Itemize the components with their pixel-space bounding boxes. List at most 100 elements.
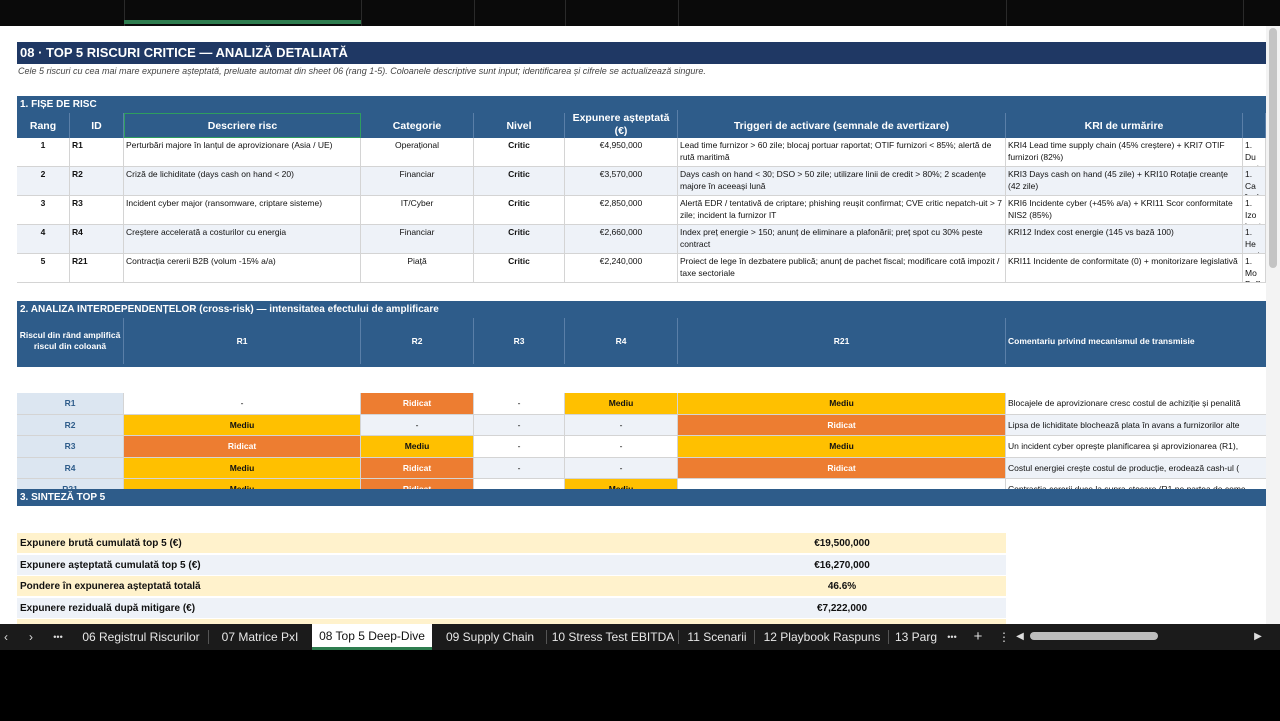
tab-overflow-right-icon[interactable]: •••: [947, 632, 957, 642]
header-masuri[interactable]: [1243, 113, 1266, 138]
risk-kri-cell[interactable]: KRI3 Days cash on hand (45 zile) + KRI10…: [1006, 167, 1243, 196]
risk-id-cell[interactable]: R2: [70, 167, 124, 196]
risk-exp-cell[interactable]: €2,660,000: [565, 225, 678, 254]
risk-rang-cell[interactable]: 2: [17, 167, 70, 196]
sheet-tab[interactable]: 12 Playbook Raspuns: [763, 630, 881, 644]
header-descriere-risc[interactable]: Descriere risc: [124, 113, 361, 138]
matrix-comment[interactable]: Blocajele de aprovizionare cresc costul …: [1006, 393, 1266, 415]
risk-extra-cell[interactable]: 1. He preț: [1243, 225, 1266, 254]
matrix-cell[interactable]: -: [565, 457, 678, 479]
risk-kri-cell[interactable]: KRI11 Incidente de conformitate (0) + mo…: [1006, 254, 1243, 283]
matrix-cell[interactable]: -: [474, 436, 565, 458]
matrix-cell[interactable]: Mediu: [124, 414, 361, 436]
risk-nivel-cell[interactable]: Critic: [474, 167, 565, 196]
header-id[interactable]: ID: [70, 113, 124, 138]
risk-rang-cell[interactable]: 1: [17, 138, 70, 167]
matrix-cell[interactable]: Mediu: [678, 393, 1006, 415]
risk-exp-cell[interactable]: €2,850,000: [565, 196, 678, 225]
header-rang[interactable]: Rang: [17, 113, 70, 138]
risk-nivel-cell[interactable]: Critic: [474, 254, 565, 283]
summary-value[interactable]: €16,270,000: [678, 554, 1006, 576]
header-kri[interactable]: KRI de urmărire: [1006, 113, 1243, 138]
horizontal-scroll-thumb[interactable]: [1030, 632, 1158, 640]
risk-rang-cell[interactable]: 4: [17, 225, 70, 254]
matrix-col-r1[interactable]: R1: [124, 318, 361, 364]
risk-rang-cell[interactable]: 5: [17, 254, 70, 283]
matrix-comment[interactable]: Un incident cyber oprește planificarea ș…: [1006, 436, 1266, 458]
risk-cat-cell[interactable]: Financiar: [361, 167, 474, 196]
matrix-cell[interactable]: Mediu: [361, 436, 474, 458]
summary-value[interactable]: €7,222,000: [678, 597, 1006, 619]
risk-kri-cell[interactable]: KRI12 Index cost energie (145 vs bază 10…: [1006, 225, 1243, 254]
risk-exp-cell[interactable]: €4,950,000: [565, 138, 678, 167]
matrix-cell[interactable]: Mediu: [678, 436, 1006, 458]
risk-id-cell[interactable]: R21: [70, 254, 124, 283]
risk-desc-cell[interactable]: Contracția cererii B2B (volum -15% a/a): [124, 254, 361, 283]
risk-id-cell[interactable]: R1: [70, 138, 124, 167]
header-categorie[interactable]: Categorie: [361, 113, 474, 138]
matrix-col-r2[interactable]: R2: [361, 318, 474, 364]
matrix-cell[interactable]: -: [124, 393, 361, 415]
risk-trig-cell[interactable]: Proiect de lege în dezbatere publică; an…: [678, 254, 1006, 283]
matrix-cell[interactable]: Mediu: [124, 457, 361, 479]
sheet-tab[interactable]: 07 Matrice PxI: [221, 630, 299, 644]
sheet-tab[interactable]: 08 Top 5 Deep-Dive: [312, 624, 432, 650]
risk-rang-cell[interactable]: 3: [17, 196, 70, 225]
tab-prev-icon[interactable]: ‹: [4, 630, 8, 644]
summary-value[interactable]: 55.6%: [678, 619, 1006, 624]
header-triggeri[interactable]: Triggeri de activare (semnale de avertiz…: [678, 113, 1006, 138]
risk-cat-cell[interactable]: IT/Cyber: [361, 196, 474, 225]
risk-cat-cell[interactable]: Operațional: [361, 138, 474, 167]
matrix-cell[interactable]: -: [474, 457, 565, 479]
matrix-cell[interactable]: -: [361, 414, 474, 436]
matrix-col-r4[interactable]: R4: [565, 318, 678, 364]
sheet-options-icon[interactable]: ⋮: [998, 630, 1010, 644]
risk-trig-cell[interactable]: Index preț energie > 150; anunț de elimi…: [678, 225, 1006, 254]
risk-trig-cell[interactable]: Alertă EDR / tentativă de criptare; phis…: [678, 196, 1006, 225]
risk-nivel-cell[interactable]: Critic: [474, 225, 565, 254]
add-sheet-icon[interactable]: +: [973, 628, 983, 645]
sheet-tab[interactable]: 11 Scenarii: [687, 630, 747, 644]
risk-id-cell[interactable]: R3: [70, 196, 124, 225]
matrix-cell[interactable]: -: [474, 393, 565, 415]
tab-next-icon[interactable]: ›: [29, 630, 33, 644]
matrix-cell[interactable]: Ridicat: [361, 457, 474, 479]
matrix-cell[interactable]: Mediu: [565, 393, 678, 415]
risk-exp-cell[interactable]: €2,240,000: [565, 254, 678, 283]
matrix-cell[interactable]: Ridicat: [361, 393, 474, 415]
risk-nivel-cell[interactable]: Critic: [474, 138, 565, 167]
matrix-cell[interactable]: Ridicat: [678, 457, 1006, 479]
sheet-tab[interactable]: 06 Registrul Riscurilor: [82, 630, 200, 644]
matrix-col-r3[interactable]: R3: [474, 318, 565, 364]
risk-extra-cell[interactable]: 1. Izo imut: [1243, 196, 1266, 225]
worksheet-grid[interactable]: 08 · TOP 5 RISCURI CRITICE — ANALIZĂ DET…: [0, 26, 1266, 624]
summary-value[interactable]: €19,500,000: [678, 533, 1006, 554]
risk-extra-cell[interactable]: 1. Mo Buffe: [1243, 254, 1266, 283]
risk-cat-cell[interactable]: Piață: [361, 254, 474, 283]
matrix-cell[interactable]: -: [474, 414, 565, 436]
hscroll-right-icon[interactable]: ▶: [1254, 631, 1262, 642]
risk-extra-cell[interactable]: 1. Du mate: [1243, 138, 1266, 167]
vertical-scroll-thumb[interactable]: [1269, 28, 1277, 268]
matrix-cell[interactable]: -: [565, 436, 678, 458]
sheet-tab[interactable]: 09 Supply Chain: [445, 630, 535, 644]
summary-value[interactable]: 46.6%: [678, 576, 1006, 597]
header-nivel[interactable]: Nivel: [474, 113, 565, 138]
sheet-tab[interactable]: 13 Parg: [894, 630, 938, 644]
matrix-cell[interactable]: Ridicat: [678, 414, 1006, 436]
matrix-comment[interactable]: Lipsa de lichiditate blochează plata în …: [1006, 414, 1266, 436]
hscroll-left-icon[interactable]: ◀: [1016, 631, 1024, 642]
matrix-cell[interactable]: Ridicat: [124, 436, 361, 458]
risk-desc-cell[interactable]: Incident cyber major (ransomware, cripta…: [124, 196, 361, 225]
risk-kri-cell[interactable]: KRI6 Incidente cyber (+45% a/a) + KRI11 …: [1006, 196, 1243, 225]
risk-nivel-cell[interactable]: Critic: [474, 196, 565, 225]
matrix-cell[interactable]: -: [565, 414, 678, 436]
tab-overflow-icon[interactable]: •••: [53, 632, 63, 642]
risk-kri-cell[interactable]: KRI4 Lead time supply chain (45% creșter…: [1006, 138, 1243, 167]
matrix-col-r21[interactable]: R21: [678, 318, 1006, 364]
risk-trig-cell[interactable]: Days cash on hand < 30; DSO > 50 zile; u…: [678, 167, 1006, 196]
risk-id-cell[interactable]: R4: [70, 225, 124, 254]
risk-desc-cell[interactable]: Creștere accelerată a costurilor cu ener…: [124, 225, 361, 254]
risk-cat-cell[interactable]: Financiar: [361, 225, 474, 254]
risk-desc-cell[interactable]: Criză de lichiditate (days cash on hand …: [124, 167, 361, 196]
